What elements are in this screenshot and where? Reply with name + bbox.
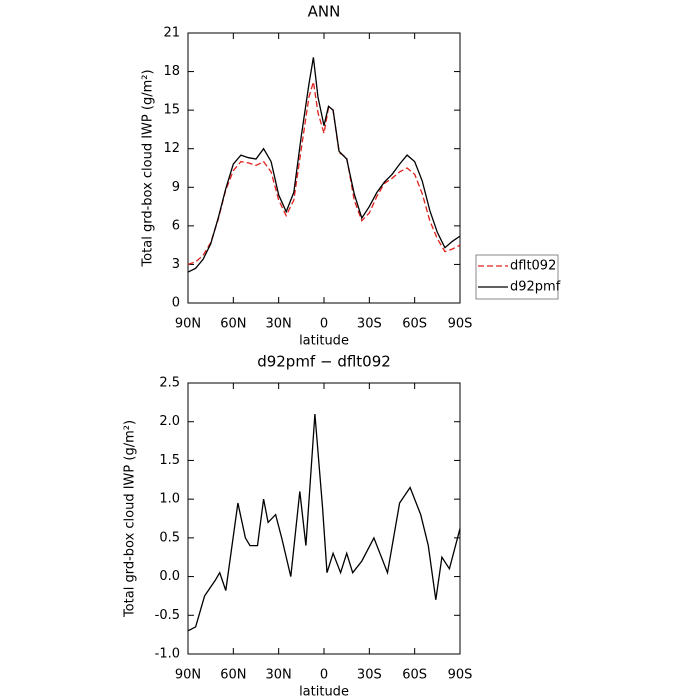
x-axis-label: latitude bbox=[299, 334, 349, 349]
y-tick-label: 6 bbox=[172, 218, 180, 233]
x-tick-label: 60N bbox=[220, 668, 246, 683]
data-line bbox=[187, 81, 461, 266]
x-axis-label: latitude bbox=[299, 685, 349, 700]
x-tick-label: 30N bbox=[266, 317, 292, 332]
y-tick-label: -1.0 bbox=[155, 647, 180, 662]
y-tick-label: 2.0 bbox=[159, 414, 180, 429]
x-tick-label: 30S bbox=[357, 317, 382, 332]
legend-box bbox=[475, 254, 559, 300]
x-tick-label: 0 bbox=[320, 668, 328, 683]
x-tick-label: 90N bbox=[175, 668, 201, 683]
y-axis-label: Total grd-box cloud IWP (g/m²) bbox=[123, 420, 138, 618]
y-tick-label: 12 bbox=[163, 141, 180, 156]
data-line bbox=[187, 57, 461, 273]
y-tick-label: 15 bbox=[163, 103, 180, 118]
y-tick-label: 1.0 bbox=[159, 492, 180, 507]
y-tick-label: 9 bbox=[172, 180, 180, 195]
y-tick-label: -0.5 bbox=[155, 608, 180, 623]
plot-frame bbox=[187, 382, 461, 655]
y-tick-label: 3 bbox=[172, 257, 180, 272]
chart-title: ANN bbox=[308, 3, 341, 21]
data-line bbox=[187, 413, 461, 632]
x-tick-label: 60S bbox=[402, 668, 427, 683]
legend-label: d92pmf bbox=[510, 280, 561, 295]
x-tick-label: 90N bbox=[175, 317, 201, 332]
y-tick-label: 0.5 bbox=[159, 530, 180, 545]
y-tick-label: 0 bbox=[172, 296, 180, 311]
x-tick-label: 90S bbox=[448, 668, 473, 683]
x-tick-label: 60S bbox=[402, 317, 427, 332]
y-tick-label: 1.5 bbox=[159, 453, 180, 468]
y-tick-label: 21 bbox=[163, 26, 180, 41]
y-axis-label: Total grd-box cloud IWP (g/m²) bbox=[141, 69, 156, 267]
y-tick-label: 18 bbox=[163, 64, 180, 79]
x-tick-label: 30S bbox=[357, 668, 382, 683]
legend-label: dflt092 bbox=[510, 259, 556, 274]
y-tick-label: 0.0 bbox=[159, 569, 180, 584]
chart-title: d92pmf − dflt092 bbox=[257, 353, 391, 371]
y-tick-label: 2.5 bbox=[159, 376, 180, 391]
x-tick-label: 30N bbox=[266, 668, 292, 683]
x-tick-label: 90S bbox=[448, 317, 473, 332]
x-tick-label: 0 bbox=[320, 317, 328, 332]
plot-frame bbox=[187, 32, 461, 304]
x-tick-label: 60N bbox=[220, 317, 246, 332]
